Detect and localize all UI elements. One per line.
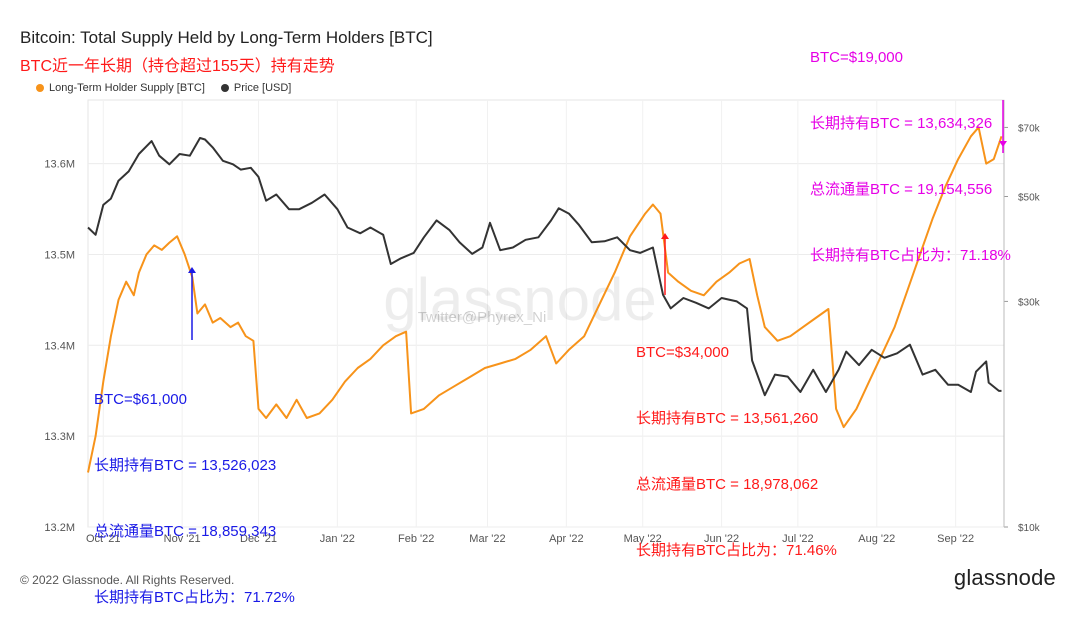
y-right-tick-label: $70k [1018, 123, 1041, 134]
annotation-line: 总流通量BTC = 19,154,556 [810, 181, 993, 198]
x-tick-label: May '22 [624, 533, 662, 545]
y-left-tick-label: 13.4M [44, 340, 75, 352]
y-left-tick-label: 13.2M [44, 522, 75, 534]
copyright-notice: © 2022 Glassnode. All Rights Reserved. [20, 573, 235, 587]
y-left-tick-label: 13.3M [44, 431, 75, 443]
x-tick-label: Nov '21 [164, 533, 201, 545]
legend-swatch-orange [36, 84, 44, 92]
annotation-arrow-red-head [661, 233, 669, 239]
annotation-arrow-blue-head [188, 267, 196, 273]
x-tick-label: Jul '22 [782, 533, 813, 545]
x-tick-label: Oct '21 [86, 533, 121, 545]
watermark-handle: Twitter@Phyrex_Ni [418, 309, 547, 326]
annotation-line: 长期持有BTC = 13,561,260 [636, 410, 819, 427]
annotation-line: 长期持有BTC = 13,526,023 [94, 457, 277, 474]
legend-label-lth-supply: Long-Term Holder Supply [BTC] [49, 82, 205, 94]
y-right-tick-label: $50k [1018, 193, 1041, 204]
y-right-tick-label: $30k [1018, 297, 1041, 308]
watermark-logo: glassnode [383, 266, 657, 333]
annotation-arrow-magenta-head [999, 141, 1007, 147]
x-tick-label: Mar '22 [469, 533, 505, 545]
x-tick-label: Jan '22 [320, 533, 355, 545]
legend-swatch-dark [220, 84, 229, 92]
brand-logo[interactable]: glassnode [953, 565, 1056, 590]
chart-legend: Long-Term Holder Supply [BTC] Price [USD… [36, 82, 291, 94]
y-right-tick-label: $10k [1018, 523, 1041, 534]
annotation-line: 长期持有BTC = 13,634,326 [810, 115, 993, 132]
x-tick-label: Sep '22 [937, 533, 974, 545]
y-left-tick-label: 13.5M [44, 249, 75, 261]
chart-title: Bitcoin: Total Supply Held by Long-Term … [20, 28, 433, 47]
x-tick-label: Aug '22 [858, 533, 895, 545]
series-line-lth-supply [87, 126, 1003, 473]
x-tick-label: Feb '22 [398, 533, 434, 545]
annotation-line: 长期持有BTC占比为：71.72% [94, 589, 295, 606]
x-tick-label: Jun '22 [704, 533, 739, 545]
annotation-blue: BTC=$61,000 长期持有BTC = 13,526,023 总流通量BTC… [94, 345, 295, 631]
series-line-price [87, 137, 1002, 397]
x-tick-label: Dec '21 [240, 533, 277, 545]
legend-label-price: Price [USD] [233, 82, 292, 94]
annotation-magenta: BTC=$19,000 长期持有BTC = 13,634,326 总流通量BTC… [810, 3, 1011, 289]
legend-item-price[interactable]: Price [USD] [220, 82, 292, 94]
annotation-line: 总流通量BTC = 18,859,343 [94, 523, 277, 540]
annotation-line: 长期持有BTC占比为：71.46% [636, 542, 837, 559]
annotation-line: BTC=$34,000 [636, 344, 729, 361]
annotation-line: 总流通量BTC = 18,978,062 [636, 476, 819, 493]
chart-area[interactable]: 13.2M 13.3M 13.4M 13.5M 13.6M $10k $30k $50k $70… [0, 0, 1080, 608]
chart-subtitle: BTC近一年长期（持仓超过155天）持有走势 [20, 58, 335, 75]
annotation-line: BTC=$61,000 [94, 391, 187, 408]
legend-item-lth-supply[interactable]: Long-Term Holder Supply [BTC] [36, 82, 205, 94]
x-tick-label: Apr '22 [549, 533, 584, 545]
annotation-red: BTC=$34,000 长期持有BTC = 13,561,260 总流通量BTC… [636, 298, 837, 584]
y-left-tick-label: 13.6M [44, 159, 75, 171]
annotation-line: 长期持有BTC占比为：71.18% [810, 247, 1011, 264]
annotation-line: BTC=$19,000 [810, 49, 903, 66]
